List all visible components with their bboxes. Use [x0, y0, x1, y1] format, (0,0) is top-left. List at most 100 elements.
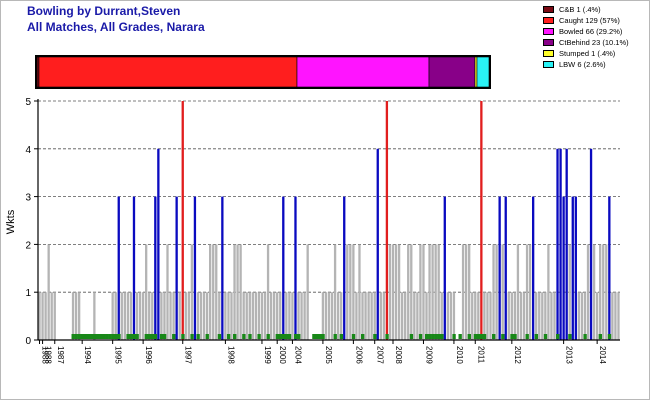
- no-bowl-marker: [437, 334, 441, 339]
- wicket-bar: [394, 244, 398, 340]
- wicket-bar: [114, 292, 117, 340]
- wicket-bar: [269, 292, 273, 340]
- wicket-bar: [583, 292, 587, 340]
- legend-entry: Caught 129 (57%): [543, 15, 629, 26]
- y-tick-label: 3: [25, 193, 31, 204]
- no-bowl-marker: [418, 334, 423, 339]
- wicket-bar: [321, 292, 325, 340]
- no-bowl-marker: [196, 334, 200, 339]
- wicket-bar: [419, 244, 422, 340]
- wicket-bar: [376, 148, 379, 340]
- wicket-bar: [492, 244, 495, 340]
- no-bowl-marker: [479, 334, 484, 339]
- x-tick-label: 2009: [424, 346, 433, 364]
- wicket-bar: [364, 292, 367, 340]
- wicket-bar: [559, 148, 562, 340]
- no-bowl-marker: [108, 334, 112, 339]
- legend-swatch: [543, 61, 554, 68]
- wicket-bar: [202, 292, 206, 340]
- no-bowl-marker: [534, 334, 539, 339]
- no-bowl-marker: [510, 334, 514, 339]
- wicket-bar: [129, 292, 133, 340]
- legend-swatch: [543, 39, 554, 46]
- wicket-bar: [425, 292, 428, 340]
- no-bowl-marker: [242, 334, 246, 339]
- no-bowl-marker: [80, 334, 85, 339]
- no-bowl-marker: [101, 334, 106, 339]
- no-bowl-marker: [159, 334, 164, 339]
- no-bowl-marker: [281, 334, 286, 339]
- dismissal-segment: [428, 56, 476, 88]
- wicket-bar: [602, 244, 605, 340]
- wicket-bar: [516, 244, 520, 340]
- y-axis-label: Wkts: [5, 209, 17, 234]
- legend-label: Caught 129 (57%): [559, 16, 620, 25]
- wicket-bar: [580, 292, 584, 340]
- x-tick-label: 2005: [324, 346, 333, 364]
- no-bowl-marker: [135, 334, 139, 339]
- no-bowl-marker: [233, 334, 237, 339]
- no-bowl-marker: [360, 334, 365, 339]
- x-tick-label: 2008: [394, 346, 403, 364]
- wicket-bar: [236, 244, 239, 340]
- wicket-bar: [218, 292, 221, 340]
- wicket-bar: [464, 244, 468, 340]
- no-bowl-marker: [98, 334, 103, 339]
- wicket-bar: [327, 292, 331, 340]
- wicket-bar: [196, 292, 200, 340]
- wicket-bar: [294, 196, 297, 340]
- wicket-bar: [611, 292, 614, 340]
- wicket-bar: [562, 196, 565, 340]
- wicket-bar: [355, 292, 358, 340]
- wicket-bar: [461, 244, 465, 340]
- wicket-bar: [187, 292, 190, 340]
- wicket-bar: [501, 244, 504, 340]
- wicket-bar: [388, 244, 392, 340]
- wicket-bar: [608, 196, 611, 340]
- wicket-bar: [77, 292, 81, 340]
- wicket-bar: [209, 244, 212, 340]
- y-tick-label: 1: [25, 288, 31, 299]
- wicket-bar: [157, 148, 160, 340]
- x-tick-label: 2012: [513, 346, 522, 364]
- wicket-bar: [254, 292, 258, 340]
- dismissal-segment: [296, 56, 430, 88]
- no-bowl-marker: [132, 334, 136, 339]
- no-bowl-marker: [297, 334, 301, 339]
- wicket-bar: [547, 244, 550, 340]
- x-tick-label: 2010: [455, 346, 464, 364]
- no-bowl-marker: [83, 334, 88, 339]
- wicket-bar: [38, 292, 41, 340]
- wicket-bar: [361, 292, 364, 340]
- wicket-bar: [71, 292, 75, 340]
- wicket-bar: [120, 292, 123, 340]
- wicket-bar: [233, 244, 236, 340]
- no-bowl-marker: [205, 334, 209, 339]
- wicket-bar: [260, 292, 264, 340]
- wicket-bar: [93, 292, 96, 340]
- wicket-bar: [617, 292, 620, 340]
- legend-label: Stumped 1 (.4%): [559, 49, 616, 58]
- no-bowl-marker: [105, 334, 109, 339]
- x-tick-label: 2007: [376, 346, 385, 364]
- wicket-bar: [282, 196, 285, 340]
- wicket-bar: [300, 292, 303, 340]
- no-bowl-marker: [77, 334, 81, 339]
- wicket-bar: [556, 148, 559, 340]
- wicket-bar: [404, 292, 407, 340]
- wicket-bar: [599, 244, 602, 340]
- no-bowl-marker: [71, 334, 75, 339]
- wicket-bar: [468, 244, 471, 340]
- wicket-bar: [513, 292, 517, 340]
- x-tick-label: 1998: [226, 346, 235, 364]
- x-tick-label: 1995: [114, 346, 123, 364]
- wicket-bar: [519, 292, 523, 340]
- no-bowl-marker: [434, 334, 438, 339]
- no-bowl-marker: [583, 334, 587, 339]
- no-bowl-marker: [424, 334, 429, 339]
- wicket-bar: [230, 292, 233, 340]
- no-bowl-marker: [226, 334, 231, 339]
- wicket-bar: [333, 244, 337, 340]
- no-bowl-marker: [266, 334, 270, 339]
- no-bowl-marker: [513, 334, 517, 339]
